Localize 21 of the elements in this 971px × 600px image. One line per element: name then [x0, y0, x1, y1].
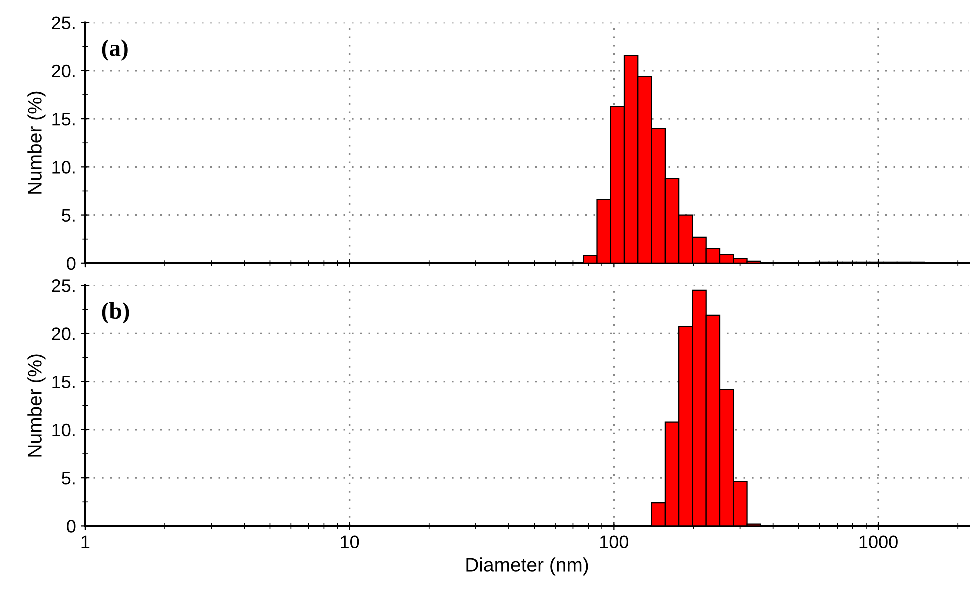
- y-tick-label: 5.: [62, 472, 75, 485]
- y-tick-label: 0: [67, 257, 76, 270]
- y-tick-label: 25.: [52, 280, 75, 292]
- annotation: (a): [102, 40, 128, 62]
- x-tick-label: 100: [600, 536, 629, 548]
- y-tick-label: 20.: [52, 64, 75, 78]
- y-axis-title: Number (%): [28, 354, 46, 457]
- y-axis-title: Number (%): [28, 92, 46, 194]
- y-tick-label: 20.: [52, 328, 75, 340]
- y-tick-label: 10.: [52, 161, 75, 174]
- y-tick-label: 0: [67, 520, 76, 533]
- x-tick-label: 1: [82, 536, 90, 548]
- y-tick-label: 15.: [52, 376, 75, 389]
- annotation: (b): [102, 302, 130, 324]
- x-tick-label: 10: [341, 536, 360, 548]
- y-tick-label: 10.: [52, 424, 75, 437]
- x-tick-label: 1000: [860, 536, 898, 548]
- y-tick-label: 15.: [52, 113, 75, 126]
- y-tick-label: 25.: [52, 16, 75, 30]
- x-axis-title: Diameter (nm): [466, 558, 588, 576]
- y-tick-label: 5.: [62, 209, 75, 222]
